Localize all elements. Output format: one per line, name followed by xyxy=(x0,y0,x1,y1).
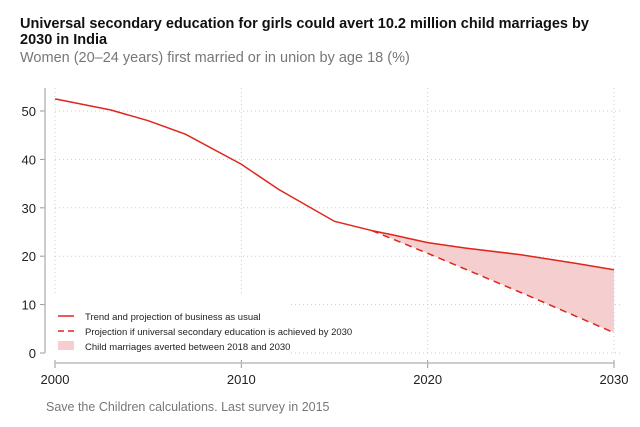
chart-title: Universal secondary education for girls … xyxy=(20,16,589,48)
averted-area xyxy=(371,230,614,333)
x-tick-label: 2000 xyxy=(41,372,70,387)
x-tick-label: 2010 xyxy=(227,372,256,387)
x-tick-label: 2030 xyxy=(600,372,629,387)
y-tick-label: 0 xyxy=(29,346,36,361)
chart-subtitle: Women (20–24 years) first married or in … xyxy=(20,50,410,66)
y-tick-label: 40 xyxy=(22,152,36,167)
x-tick-label: 2020 xyxy=(413,372,442,387)
legend-swatch-area xyxy=(58,341,74,350)
legend-background xyxy=(50,295,290,355)
y-tick-label: 30 xyxy=(22,201,36,216)
y-tick-label: 50 xyxy=(22,104,36,119)
legend-label: Trend and projection of business as usua… xyxy=(85,312,261,323)
source-note: Save the Children calculations. Last sur… xyxy=(46,400,330,414)
y-tick-label: 20 xyxy=(22,249,36,264)
legend-label: Child marriages averted between 2018 and… xyxy=(85,342,290,353)
series-universal-education xyxy=(371,229,615,334)
series-business-as-usual xyxy=(54,98,615,271)
legend-label: Projection if universal secondary educat… xyxy=(85,327,352,338)
y-tick-label: 10 xyxy=(22,298,36,313)
